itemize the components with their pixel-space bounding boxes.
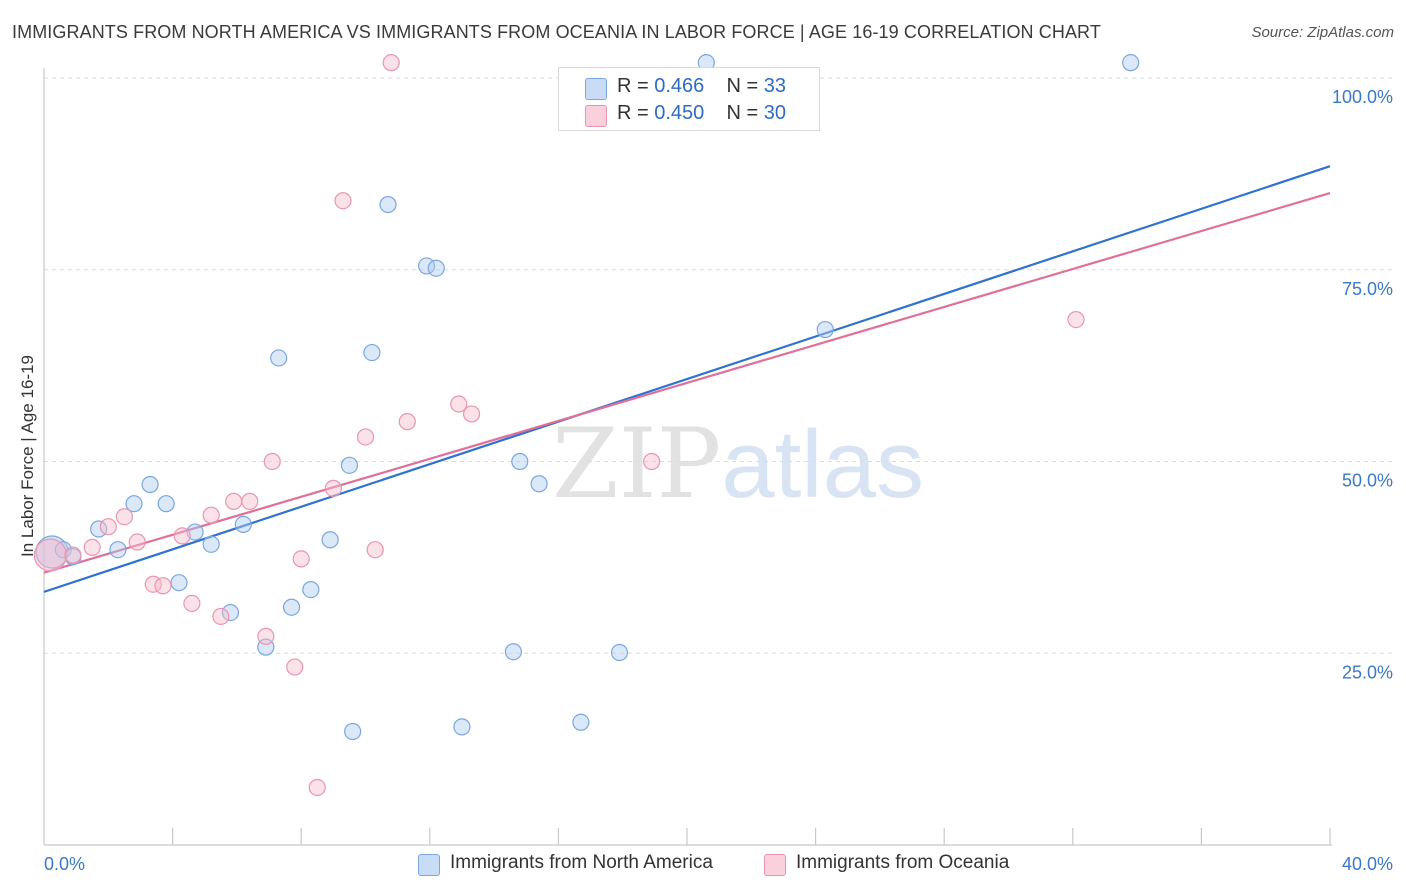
point-north-america — [221, 603, 240, 622]
point-oceania — [257, 627, 275, 645]
legend-swatch-north-america — [418, 854, 440, 876]
source-credit: Source: ZipAtlas.com — [1251, 24, 1394, 41]
point-north-america — [511, 452, 529, 471]
point-north-america — [572, 713, 590, 731]
point-north-america — [321, 531, 339, 549]
stats-r-label: R = — [617, 102, 649, 124]
point-oceania — [99, 518, 117, 536]
point-north-america — [453, 718, 471, 736]
y-tick-label: 100.0% — [1332, 87, 1393, 107]
point-oceania — [241, 492, 259, 510]
legend-swatch-oceania — [764, 854, 786, 876]
point-oceania — [286, 658, 304, 676]
stats-n-label: N = — [726, 75, 759, 97]
y-tick-label: 50.0% — [1342, 471, 1393, 491]
point-oceania — [382, 54, 400, 72]
point-oceania — [212, 607, 230, 626]
point-north-america — [202, 535, 220, 553]
stats-r-label: R = — [617, 75, 649, 97]
point-north-america — [109, 541, 127, 559]
watermark: ZIPatlas — [552, 408, 924, 520]
point-north-america — [234, 515, 252, 533]
x-tick-label: 40.0% — [1342, 854, 1393, 874]
stats-n-value: 30 — [763, 102, 787, 124]
axes — [43, 68, 1332, 846]
point-north-america — [125, 495, 143, 513]
point-oceania — [173, 527, 191, 545]
point-north-america — [170, 574, 188, 592]
point-north-america — [1122, 54, 1140, 72]
point-oceania — [462, 405, 481, 423]
point-oceania — [398, 413, 416, 431]
chart-title: IMMIGRANTS FROM NORTH AMERICA VS IMMIGRA… — [12, 22, 1101, 42]
point-oceania — [64, 546, 82, 564]
point-north-america — [610, 643, 629, 662]
point-north-america — [282, 598, 301, 616]
point-north-america — [344, 722, 362, 741]
stats-swatch-north-america — [585, 78, 607, 100]
point-oceania — [128, 533, 146, 551]
point-oceania — [324, 479, 342, 497]
point-north-america — [270, 349, 288, 367]
point-oceania — [83, 538, 101, 557]
x-tick-label: 0.0% — [44, 854, 85, 874]
point-oceania — [450, 395, 468, 413]
point-oceania — [356, 428, 375, 446]
point-north-america — [302, 580, 320, 599]
stats-swatch-oceania — [585, 105, 607, 127]
point-oceania — [292, 550, 310, 568]
point-north-america — [157, 495, 175, 513]
point-oceania — [334, 192, 352, 210]
point-north-america — [340, 456, 359, 474]
stats-r-value: 0.466 — [654, 75, 705, 97]
trend-lines — [43, 165, 1331, 593]
stats-n-label: N = — [726, 102, 759, 124]
point-north-america — [530, 475, 548, 493]
legend-label-oceania: Immigrants from Oceania — [796, 852, 1010, 873]
point-north-america — [379, 195, 397, 214]
point-oceania — [263, 452, 281, 471]
point-north-america — [186, 523, 204, 541]
data-points — [33, 54, 1140, 797]
point-oceania — [33, 538, 68, 572]
stats-r-value: 0.450 — [654, 102, 705, 124]
point-north-america — [816, 320, 834, 339]
point-oceania — [202, 506, 220, 524]
tick-labels: 25.0% 50.0% 75.0% 100.0% 0.0% 40.0% — [44, 87, 1393, 874]
point-oceania — [115, 508, 133, 526]
y-tick-label: 25.0% — [1342, 662, 1393, 682]
point-oceania — [643, 452, 661, 471]
point-oceania — [225, 492, 243, 510]
point-oceania — [154, 577, 172, 595]
point-north-america — [427, 259, 445, 277]
grid-lines — [44, 77, 1395, 654]
trend-line-north-america — [43, 165, 1331, 593]
point-oceania — [366, 541, 384, 559]
correlation-stats-box: R = 0.466 N = 33 R = 0.450 N = 30 — [558, 67, 820, 131]
trend-line-oceania — [43, 191, 1331, 574]
point-oceania — [308, 778, 326, 797]
watermark-atlas: atlas — [721, 411, 924, 518]
stats-n-value: 33 — [763, 75, 787, 97]
point-north-america — [141, 475, 159, 494]
watermark-zip: ZIP — [552, 408, 722, 520]
legend-label-north-america: Immigrants from North America — [450, 852, 713, 873]
point-oceania — [1067, 311, 1085, 329]
y-axis-label: In Labor Force | Age 16-19 — [18, 355, 37, 557]
point-oceania — [183, 594, 201, 612]
point-north-america — [363, 343, 381, 362]
point-north-america — [504, 643, 522, 661]
y-tick-label: 75.0% — [1342, 279, 1393, 299]
